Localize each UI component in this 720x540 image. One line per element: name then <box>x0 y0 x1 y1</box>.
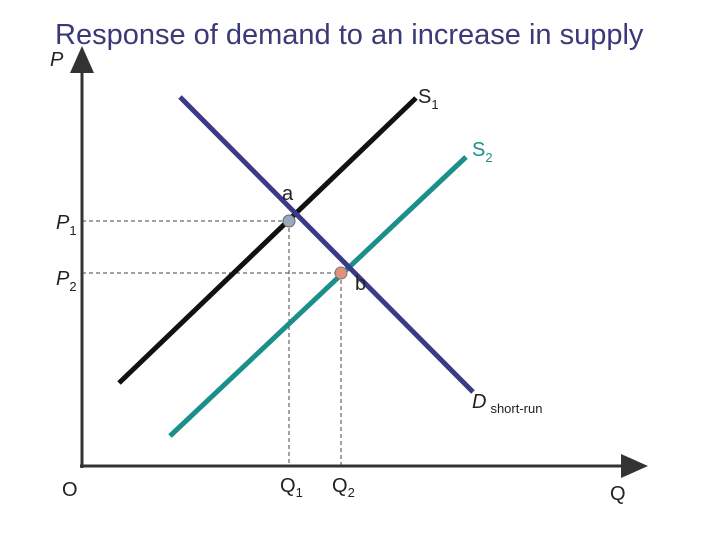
p2-label: P2 <box>56 268 77 294</box>
subscript: 1 <box>431 97 438 112</box>
demand-curve <box>178 95 475 394</box>
subscript: 2 <box>485 150 492 165</box>
label: S <box>418 86 431 108</box>
p1-label: P1 <box>56 212 77 238</box>
label: D <box>472 391 486 413</box>
label: S <box>472 139 485 161</box>
subscript: 1 <box>296 485 303 500</box>
label: P <box>56 268 70 290</box>
y-axis-label: P <box>50 49 64 71</box>
x-axis-label: Q <box>610 483 626 505</box>
label: Q <box>280 475 296 497</box>
subscript: 1 <box>69 223 76 238</box>
s2-label: S2 <box>472 139 493 165</box>
label: Q <box>332 475 348 497</box>
subscript: short-run <box>490 401 542 416</box>
subscript: 2 <box>69 279 76 294</box>
label: P <box>56 212 70 234</box>
supply-curve-2 <box>168 155 468 438</box>
origin-label: O <box>62 479 78 501</box>
title: Response of demand to an increase in sup… <box>55 19 644 51</box>
subscript: 2 <box>348 485 355 500</box>
q1-label: Q1 <box>280 475 303 500</box>
point-a-label: a <box>282 183 294 205</box>
q2-label: Q2 <box>332 475 355 500</box>
s1-label: S1 <box>418 86 439 112</box>
point-a <box>282 214 296 228</box>
point-b <box>334 266 348 280</box>
point-b-label: b <box>355 273 366 295</box>
guides <box>82 220 342 466</box>
supply-curve-1 <box>117 96 418 385</box>
